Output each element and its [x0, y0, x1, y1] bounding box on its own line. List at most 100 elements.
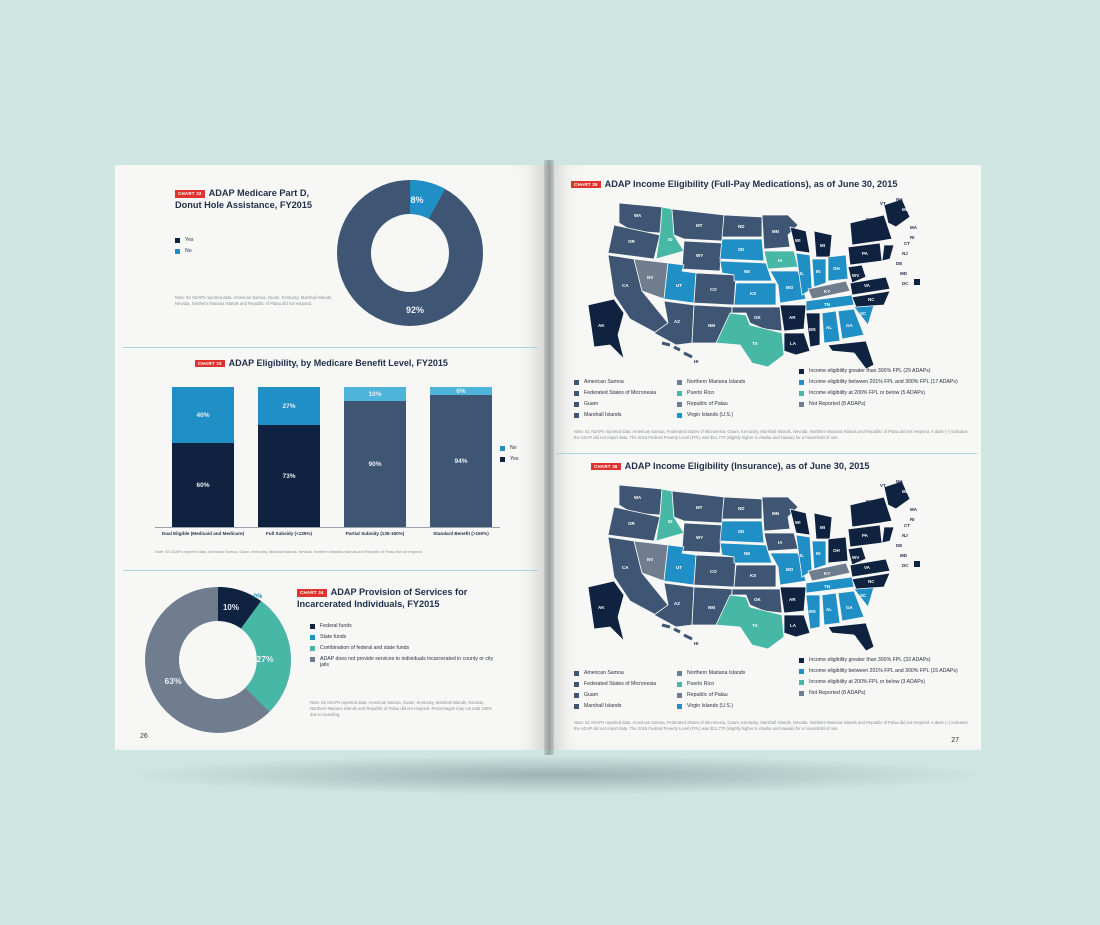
- label-sd: SD: [738, 247, 745, 252]
- state-wi: [789, 508, 811, 536]
- label-ca: CA: [622, 565, 629, 570]
- label-ne: NE: [744, 269, 750, 274]
- state-sd: [719, 238, 765, 262]
- label-me: ME: [902, 489, 909, 494]
- state-mo: [769, 270, 807, 304]
- legend-swatch: [799, 657, 804, 663]
- chart-title-line2: Donut Hole Assistance, FY2015: [175, 200, 313, 211]
- label-in: IN: [816, 551, 821, 556]
- state-hi: [661, 341, 693, 359]
- bar-segment-yes: 60%: [172, 443, 234, 527]
- state-nc: [851, 290, 891, 308]
- label-tx: TX: [752, 623, 758, 628]
- state-ar: [779, 586, 807, 614]
- legend-swatch: [677, 390, 682, 396]
- state-tx: [715, 312, 785, 368]
- label-mt: MT: [696, 505, 703, 510]
- bar-full-subsidy: 27% 73%: [258, 387, 320, 527]
- state-al: [821, 592, 841, 626]
- bar-category-label: Partial Subsidy (135-150%): [345, 531, 405, 536]
- label-mo: MO: [786, 567, 794, 572]
- legend-swatch: [574, 681, 579, 687]
- label-id: ID: [668, 519, 673, 524]
- state-ga: [837, 308, 865, 340]
- state-ny: [849, 214, 893, 246]
- label-hi: HI: [694, 641, 699, 646]
- legend-item: American Samoa: [574, 379, 674, 385]
- bar-segment-no: 10%: [344, 387, 406, 401]
- legend-swatch: [574, 703, 579, 709]
- bar-segment-no: 27%: [258, 387, 320, 425]
- label-tn: TN: [824, 584, 830, 589]
- legend-label: Puerto Rico: [687, 390, 715, 396]
- state-al: [821, 310, 841, 344]
- state-nd: [721, 496, 763, 520]
- slice-label-combination: 27%: [256, 654, 273, 664]
- legend-item: Combination of federal and state funds: [310, 645, 495, 651]
- label-wv: WV: [852, 555, 859, 560]
- state-in: [811, 540, 827, 570]
- state-mn: [761, 496, 799, 532]
- state-ok: [731, 306, 783, 332]
- label-ct: CT: [904, 241, 910, 246]
- state-ne-states: [883, 480, 911, 510]
- legend-item: Northern Mariana Islands: [677, 670, 777, 676]
- state-ky: [807, 562, 851, 582]
- donut-slice-federal: [217, 587, 262, 630]
- state-ne: [719, 542, 773, 564]
- label-co: CO: [710, 569, 717, 574]
- legend-item: Federal funds: [310, 623, 495, 629]
- legend-item: Guam: [574, 401, 674, 407]
- legend-swatch: [500, 456, 505, 462]
- label-ky: KY: [824, 571, 830, 576]
- us-map-full-pay: WA OR CA ID NV MT WY UT AZ CO NM ND SD N…: [587, 197, 920, 370]
- legend-label: Income eligibility greater than 300% FPL…: [809, 657, 931, 663]
- label-wv: WV: [852, 273, 859, 278]
- chart-tag: CHART 35: [571, 181, 601, 189]
- slice-label-yes: 92%: [406, 305, 424, 315]
- legend-swatch: [574, 379, 579, 385]
- legend-label: No: [510, 445, 517, 451]
- label-mi: MI: [820, 243, 825, 248]
- bar-segment-yes: 94%: [430, 395, 492, 527]
- state-mt: [671, 208, 725, 242]
- chart-tag: CHART 33: [195, 360, 225, 368]
- chart-34-legend: Federal funds State funds Combination of…: [310, 623, 495, 673]
- page-number: 26: [140, 733, 148, 740]
- map-callout-labels: NY VT NH ME MA RI CT NJ DE MD DC HI: [694, 197, 918, 364]
- legend-swatch: [175, 237, 180, 243]
- chart-tag: CHART 36: [591, 463, 621, 471]
- book-shadow: [120, 755, 990, 795]
- legend-label: Marshall Islands: [584, 412, 622, 418]
- legend-swatch: [574, 401, 579, 407]
- label-mn: MN: [772, 229, 779, 234]
- bar-partial-subsidy: 10% 90%: [344, 387, 406, 527]
- legend-swatch: [310, 656, 315, 662]
- label-de: DE: [896, 543, 902, 548]
- legend-item: Puerto Rico: [677, 390, 777, 396]
- label-ms: MS: [809, 609, 816, 614]
- label-or: OR: [628, 239, 636, 244]
- chart-32-note: Note: 52 ADAPs reported data. American S…: [175, 295, 333, 307]
- state-nd: [721, 214, 763, 238]
- legend-item: Marshall Islands: [574, 703, 674, 709]
- chart-35-territories-b: Northern Mariana Islands Puerto Rico Rep…: [677, 379, 777, 423]
- legend-swatch: [500, 445, 505, 451]
- legend-label: Yes: [185, 237, 194, 243]
- legend-label: Not Reported (8 ADAPs): [809, 690, 866, 696]
- label-ri: RI: [910, 235, 915, 240]
- legend-item: Yes: [175, 237, 193, 243]
- legend-label: No: [185, 248, 192, 254]
- label-al: AL: [826, 607, 832, 612]
- label-in: IN: [816, 269, 821, 274]
- chart-36-note: Note: 51 ADAPs reported data. American S…: [574, 720, 968, 732]
- map-state-labels: WA OR CA ID NV MT WY UT AZ CO NM ND SD N…: [598, 213, 875, 358]
- label-de: DE: [896, 261, 902, 266]
- state-ak: [587, 580, 625, 643]
- legend-swatch: [677, 401, 682, 407]
- label-fl: FL: [852, 353, 858, 358]
- label-nm: NM: [708, 323, 715, 328]
- label-wi: WI: [795, 520, 801, 525]
- label-ne: NE: [744, 551, 750, 556]
- state-or: [607, 506, 661, 542]
